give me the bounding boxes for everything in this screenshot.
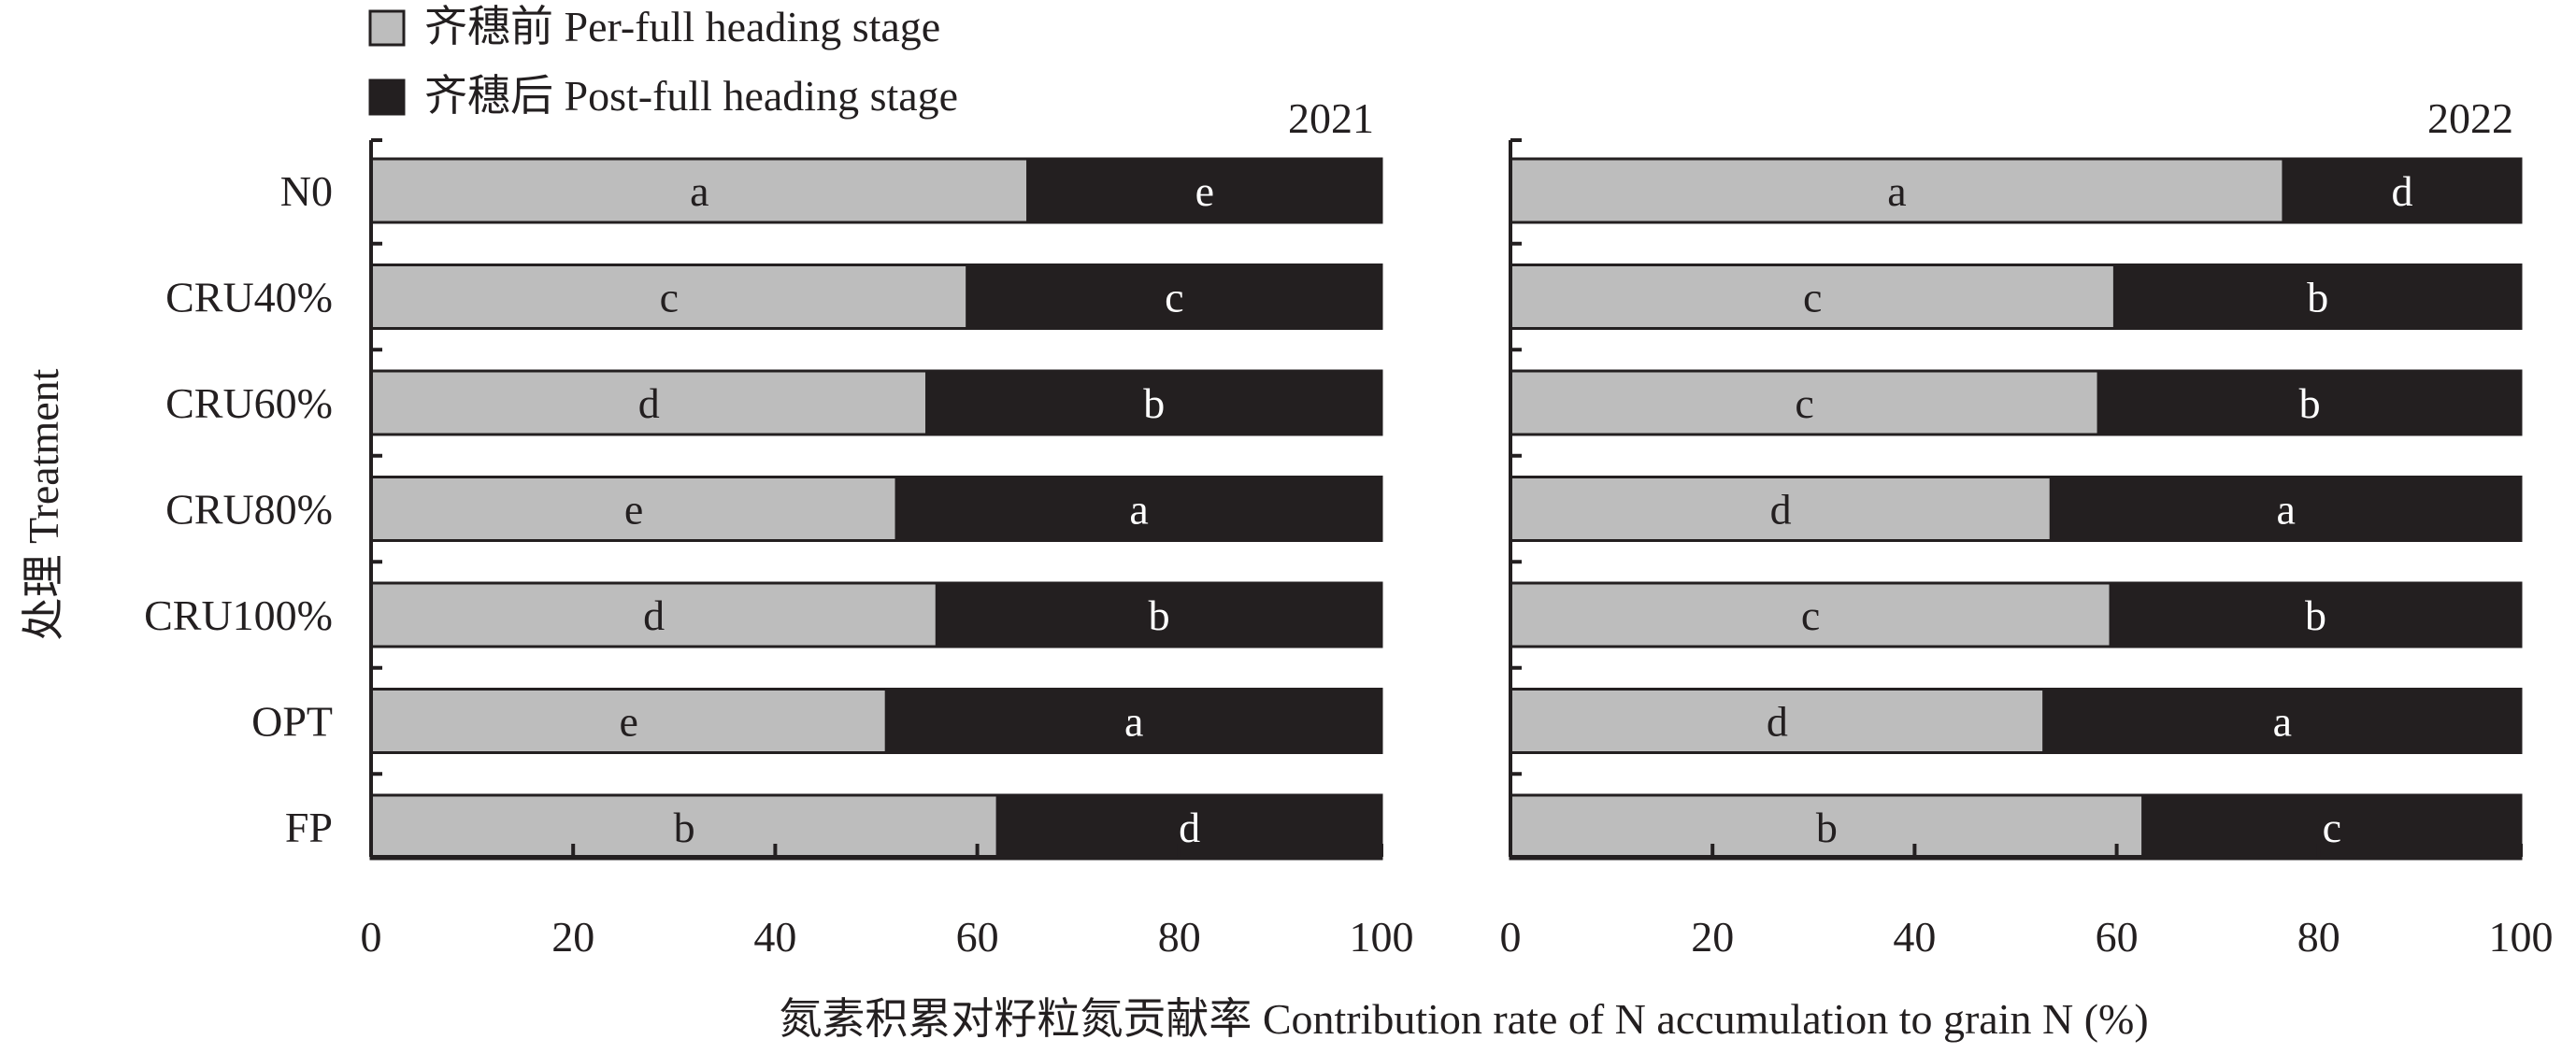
category-label-N0: N0	[280, 167, 333, 215]
bar-letter-2022-post-FP: c	[2323, 804, 2341, 851]
bar-2021-post-CRU40%	[966, 264, 1383, 330]
bar-2022-post-OPT	[2042, 688, 2523, 754]
bar-letter-2022-pre-CRU100%: c	[1801, 591, 1820, 639]
year-label-2022: 2022	[2427, 94, 2513, 142]
bar-2022-pre-CRU80%	[1509, 476, 2053, 542]
legend-swatch-post	[368, 78, 406, 116]
legend-label-post: 齐穗后 Post-full heading stage	[424, 72, 958, 120]
bar-letter-2022-pre-CRU60%: c	[1795, 379, 1813, 427]
x-tick-label-2021-60: 60	[956, 913, 999, 961]
bar-letter-2022-pre-OPT: d	[1767, 698, 1788, 746]
bar-letter-2021-pre-OPT: e	[619, 698, 637, 746]
bar-letter-2021-post-FP: d	[1179, 804, 1200, 851]
y-axis-title: 处理 Treatment	[20, 368, 67, 640]
bar-2021-post-CRU100%	[935, 581, 1383, 648]
panel-2021: a e c c d b e a d b e a b d 0 20 40 60 80 100 2021 N0 CRU40% CR…	[144, 94, 1413, 961]
bar-letter-2021-pre-FP: b	[674, 804, 695, 851]
bar-letter-2021-post-CRU40%: c	[1165, 274, 1183, 321]
bar-letter-2021-pre-CRU100%: d	[643, 591, 665, 639]
bar-letter-2022-post-CRU100%: b	[2305, 591, 2326, 639]
bar-2021-post-OPT	[884, 688, 1383, 754]
bar-2021-post-CRU60%	[925, 369, 1383, 436]
bar-letter-2022-post-CRU40%: b	[2307, 274, 2328, 321]
bar-letter-2021-post-CRU100%: b	[1149, 591, 1170, 639]
bar-letter-2021-pre-N0: a	[690, 167, 708, 215]
x-tick-label-2021-20: 20	[551, 913, 594, 961]
bar-letter-2022-post-CRU80%: a	[2276, 486, 2295, 534]
legend-swatch-pre	[368, 9, 406, 47]
bar-letter-2022-pre-FP: b	[1816, 804, 1838, 851]
bar-2022-post-CRU80%	[2049, 476, 2523, 542]
bar-2021-pre-CRU80%	[369, 476, 898, 542]
bar-letter-2022-pre-N0: a	[1887, 167, 1906, 215]
bar-2021-post-N0	[1026, 157, 1383, 224]
category-label-OPT: OPT	[251, 698, 333, 746]
category-label-CRU80%: CRU80%	[165, 486, 333, 534]
bar-letter-2022-pre-CRU80%: d	[1770, 486, 1792, 534]
bar-2021-post-CRU80%	[894, 476, 1383, 542]
bar-2022-post-CRU100%	[2109, 581, 2523, 648]
bar-letter-2021-post-CRU60%: b	[1143, 379, 1165, 427]
bar-2022-post-CRU40%	[2112, 264, 2523, 330]
panel-2022: a d c b c b d a c b d a b c 0 20 40 60 80 100 2022	[1500, 94, 2554, 961]
x-tick-label-2021-40: 40	[753, 913, 796, 961]
legend: 齐穗前 Per-full heading stage 齐穗后 Post-full…	[368, 3, 958, 120]
x-axis-title: 氮素积累对籽粒氮贡献率 Contribution rate of N accum…	[779, 995, 2148, 1043]
x-tick-label-2022-60: 60	[2096, 913, 2139, 961]
bar-letter-2021-post-OPT: a	[1124, 698, 1143, 746]
category-label-FP: FP	[285, 804, 333, 851]
bar-2022-post-CRU60%	[2097, 369, 2523, 436]
bar-letter-2022-post-OPT: a	[2273, 698, 2292, 746]
legend-label-pre: 齐穗前 Per-full heading stage	[424, 3, 940, 50]
bar-2022-post-FP	[2141, 793, 2523, 861]
category-label-CRU40%: CRU40%	[165, 274, 333, 321]
x-tick-label-2022-40: 40	[1893, 913, 1936, 961]
bar-letter-2022-pre-CRU40%: c	[1803, 274, 1822, 321]
bar-letter-2021-pre-CRU60%: d	[638, 379, 660, 427]
bar-2021-pre-CRU60%	[369, 369, 929, 436]
bar-letter-2021-post-N0: e	[1195, 167, 1214, 215]
bar-letter-2022-post-CRU60%: b	[2299, 379, 2321, 427]
x-tick-label-2022-80: 80	[2297, 913, 2340, 961]
x-tick-label-2022-100: 100	[2489, 913, 2554, 961]
year-label-2021: 2021	[1288, 94, 1374, 142]
x-tick-label-2021-0: 0	[361, 913, 382, 961]
bar-letter-2022-post-N0: d	[2391, 167, 2412, 215]
bar-2022-post-N0	[2282, 157, 2523, 224]
bar-2022-pre-FP	[1509, 793, 2145, 861]
bar-2021-pre-CRU40%	[369, 264, 969, 330]
x-tick-label-2021-80: 80	[1158, 913, 1201, 961]
bar-2021-post-FP	[995, 793, 1383, 861]
x-tick-label-2022-20: 20	[1691, 913, 1734, 961]
bar-letter-2021-pre-CRU40%: c	[660, 274, 679, 321]
bar-letter-2021-pre-CRU80%: e	[624, 486, 643, 534]
x-tick-label-2022-0: 0	[1500, 913, 1522, 961]
category-label-CRU60%: CRU60%	[165, 379, 333, 427]
category-label-CRU100%: CRU100%	[144, 591, 333, 639]
x-tick-label-2021-100: 100	[1350, 913, 1414, 961]
bar-letter-2021-post-CRU80%: a	[1129, 486, 1148, 534]
